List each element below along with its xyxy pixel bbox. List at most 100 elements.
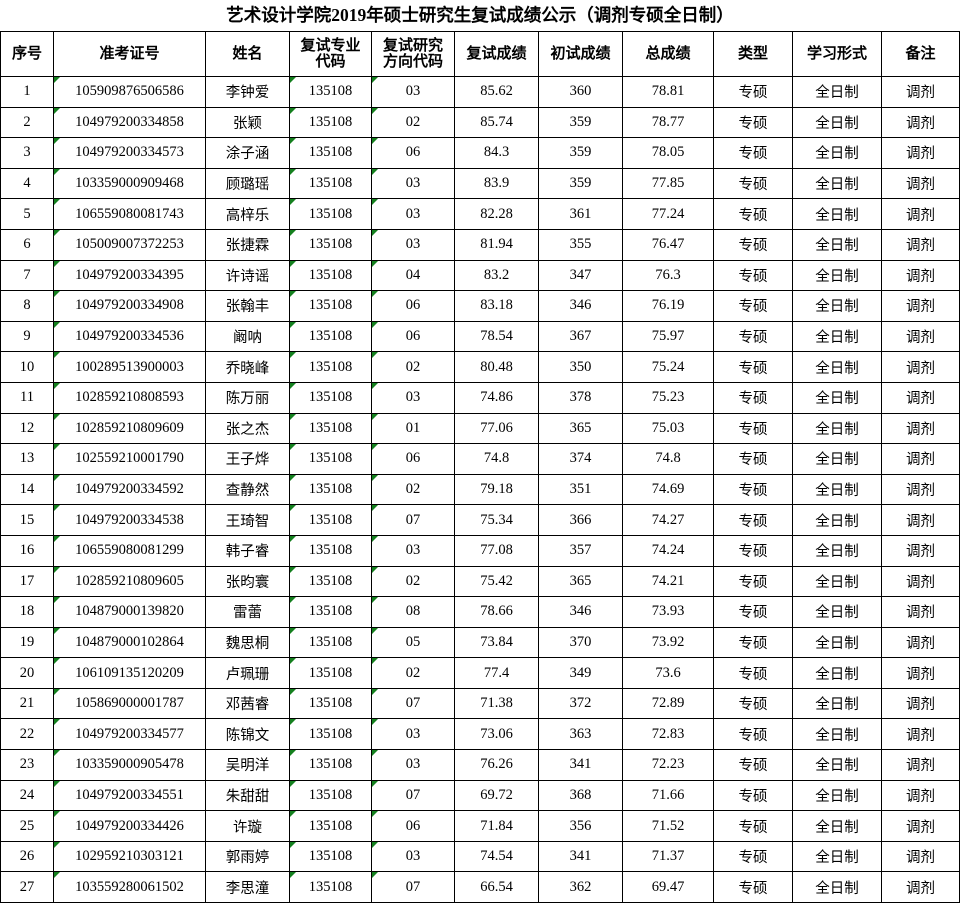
cell-ticket[interactable]: 104979200334536	[53, 320, 206, 353]
cell-index[interactable]: 11	[0, 381, 54, 414]
cell-retest[interactable]: 74.86	[454, 381, 539, 414]
cell-total[interactable]: 76.47	[622, 228, 714, 261]
cell-type[interactable]: 专硕	[713, 412, 793, 445]
cell-form[interactable]: 全日制	[792, 76, 882, 108]
cell-remark[interactable]: 调剂	[881, 198, 960, 230]
cell-index[interactable]: 3	[0, 137, 54, 169]
cell-form[interactable]: 全日制	[792, 290, 882, 322]
cell-retest[interactable]: 69.72	[454, 779, 539, 812]
cell-index[interactable]: 8	[0, 290, 54, 322]
cell-dir[interactable]: 03	[371, 718, 455, 751]
cell-index[interactable]: 7	[0, 259, 54, 292]
cell-index[interactable]: 14	[0, 473, 54, 506]
cell-major[interactable]: 135108	[289, 259, 372, 292]
cell-ticket[interactable]: 102859210809605	[53, 565, 206, 598]
cell-major[interactable]: 135108	[289, 473, 372, 506]
cell-retest[interactable]: 79.18	[454, 473, 539, 506]
cell-remark[interactable]: 调剂	[881, 137, 960, 169]
cell-name[interactable]: 郭雨婷	[205, 840, 290, 873]
cell-form[interactable]: 全日制	[792, 626, 882, 659]
cell-ticket[interactable]: 102859210809609	[53, 412, 206, 445]
cell-ticket[interactable]: 105869000001787	[53, 687, 206, 720]
cell-total[interactable]: 74.27	[622, 504, 714, 536]
cell-major[interactable]: 135108	[289, 381, 372, 414]
cell-remark[interactable]: 调剂	[881, 840, 960, 873]
cell-dir[interactable]: 02	[371, 657, 455, 689]
cell-remark[interactable]: 调剂	[881, 810, 960, 842]
cell-name[interactable]: 卢珮珊	[205, 657, 290, 689]
cell-index[interactable]: 24	[0, 779, 54, 812]
cell-type[interactable]: 专硕	[713, 626, 793, 659]
cell-remark[interactable]: 调剂	[881, 504, 960, 536]
cell-first[interactable]: 350	[538, 351, 623, 383]
cell-type[interactable]: 专硕	[713, 534, 793, 567]
cell-index[interactable]: 18	[0, 596, 54, 628]
cell-first[interactable]: 355	[538, 228, 623, 261]
cell-first[interactable]: 367	[538, 320, 623, 353]
cell-form[interactable]: 全日制	[792, 596, 882, 628]
cell-remark[interactable]: 调剂	[881, 596, 960, 628]
cell-retest[interactable]: 77.4	[454, 657, 539, 689]
cell-total[interactable]: 76.19	[622, 290, 714, 322]
cell-index[interactable]: 10	[0, 351, 54, 383]
cell-index[interactable]: 21	[0, 687, 54, 720]
cell-first[interactable]: 370	[538, 626, 623, 659]
cell-first[interactable]: 357	[538, 534, 623, 567]
cell-name[interactable]: 韩子睿	[205, 534, 290, 567]
cell-type[interactable]: 专硕	[713, 76, 793, 108]
cell-remark[interactable]: 调剂	[881, 718, 960, 751]
cell-dir[interactable]: 03	[371, 534, 455, 567]
cell-retest[interactable]: 78.66	[454, 596, 539, 628]
cell-type[interactable]: 专硕	[713, 657, 793, 689]
cell-ticket[interactable]: 104979200334395	[53, 259, 206, 292]
cell-first[interactable]: 359	[538, 106, 623, 139]
cell-major[interactable]: 135108	[289, 626, 372, 659]
cell-total[interactable]: 78.05	[622, 137, 714, 169]
cell-dir[interactable]: 02	[371, 473, 455, 506]
cell-dir[interactable]: 03	[371, 840, 455, 873]
cell-name[interactable]: 李思潼	[205, 871, 290, 903]
column-header-total[interactable]: 总成绩	[622, 31, 714, 77]
cell-form[interactable]: 全日制	[792, 228, 882, 261]
cell-ticket[interactable]: 104979200334908	[53, 290, 206, 322]
cell-ticket[interactable]: 104979200334577	[53, 718, 206, 751]
cell-index[interactable]: 20	[0, 657, 54, 689]
cell-major[interactable]: 135108	[289, 687, 372, 720]
cell-ticket[interactable]: 103359000905478	[53, 749, 206, 781]
cell-major[interactable]: 135108	[289, 167, 372, 200]
column-header-ticket[interactable]: 准考证号	[53, 31, 206, 77]
cell-form[interactable]: 全日制	[792, 106, 882, 139]
cell-remark[interactable]: 调剂	[881, 76, 960, 108]
cell-remark[interactable]: 调剂	[881, 565, 960, 598]
cell-ticket[interactable]: 104979200334426	[53, 810, 206, 842]
cell-type[interactable]: 专硕	[713, 871, 793, 903]
cell-first[interactable]: 362	[538, 871, 623, 903]
cell-first[interactable]: 374	[538, 443, 623, 475]
cell-index[interactable]: 1	[0, 76, 54, 108]
cell-total[interactable]: 76.3	[622, 259, 714, 292]
cell-name[interactable]: 张之杰	[205, 412, 290, 445]
cell-first[interactable]: 372	[538, 687, 623, 720]
cell-first[interactable]: 346	[538, 290, 623, 322]
cell-first[interactable]: 365	[538, 412, 623, 445]
column-header-retest[interactable]: 复试成绩	[454, 31, 539, 77]
cell-name[interactable]: 张翰丰	[205, 290, 290, 322]
cell-total[interactable]: 77.24	[622, 198, 714, 230]
cell-dir[interactable]: 06	[371, 810, 455, 842]
cell-name[interactable]: 张捷霖	[205, 228, 290, 261]
cell-remark[interactable]: 调剂	[881, 228, 960, 261]
cell-dir[interactable]: 06	[371, 137, 455, 169]
cell-total[interactable]: 72.83	[622, 718, 714, 751]
cell-name[interactable]: 顾璐瑶	[205, 167, 290, 200]
cell-index[interactable]: 13	[0, 443, 54, 475]
cell-index[interactable]: 26	[0, 840, 54, 873]
cell-ticket[interactable]: 104979200334551	[53, 779, 206, 812]
cell-retest[interactable]: 75.34	[454, 504, 539, 536]
cell-dir[interactable]: 02	[371, 565, 455, 598]
cell-first[interactable]: 341	[538, 749, 623, 781]
cell-name[interactable]: 张颖	[205, 106, 290, 139]
cell-form[interactable]: 全日制	[792, 351, 882, 383]
cell-dir[interactable]: 03	[371, 381, 455, 414]
cell-retest[interactable]: 85.74	[454, 106, 539, 139]
cell-first[interactable]: 351	[538, 473, 623, 506]
